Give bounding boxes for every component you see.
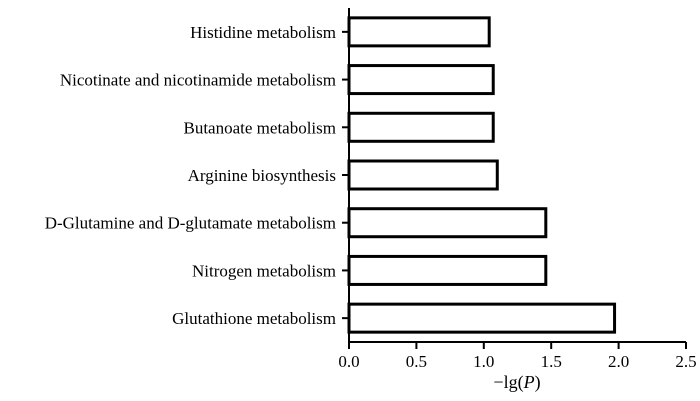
x-tick-label-0: 0.0 — [338, 352, 359, 371]
x-ticks-group: 0.0 0.5 1.0 1.5 2.0 2.5 — [338, 342, 697, 371]
category-label-6: Glutathione metabolism — [172, 309, 336, 328]
x-axis-title-variable: P — [523, 372, 535, 392]
x-tick-label-2: 1.0 — [473, 352, 494, 371]
bar-0 — [347, 16, 491, 48]
category-label-2: Butanoate metabolism — [184, 118, 337, 137]
x-tick-label-3: 1.5 — [541, 352, 562, 371]
x-axis-title: −lg(P) — [493, 372, 540, 393]
category-label-4: D-Glutamine and D-glutamate metabolism — [45, 214, 336, 233]
category-label-1: Nicotinate and nicotinamide metabolism — [60, 71, 336, 90]
category-labels: Histidine metabolism Nicotinate and nicot… — [45, 23, 336, 328]
bars-group — [347, 16, 617, 334]
x-tick-label-4: 2.0 — [608, 352, 629, 371]
bar-4 — [347, 207, 548, 239]
x-axis-title-suffix: ) — [535, 372, 541, 393]
category-label-0: Histidine metabolism — [190, 23, 336, 42]
x-tick-label-1: 0.5 — [406, 352, 427, 371]
x-tick-label-5: 2.5 — [675, 352, 696, 371]
category-label-5: Nitrogen metabolism — [192, 261, 336, 280]
y-ticks-group — [342, 30, 349, 320]
bar-2 — [347, 111, 495, 143]
bar-1 — [347, 64, 495, 96]
bar-3 — [347, 159, 499, 191]
bar-5 — [347, 254, 548, 286]
category-label-3: Arginine biosynthesis — [188, 166, 336, 185]
bar-6 — [347, 302, 617, 334]
x-axis-title-prefix: −lg( — [493, 372, 523, 393]
